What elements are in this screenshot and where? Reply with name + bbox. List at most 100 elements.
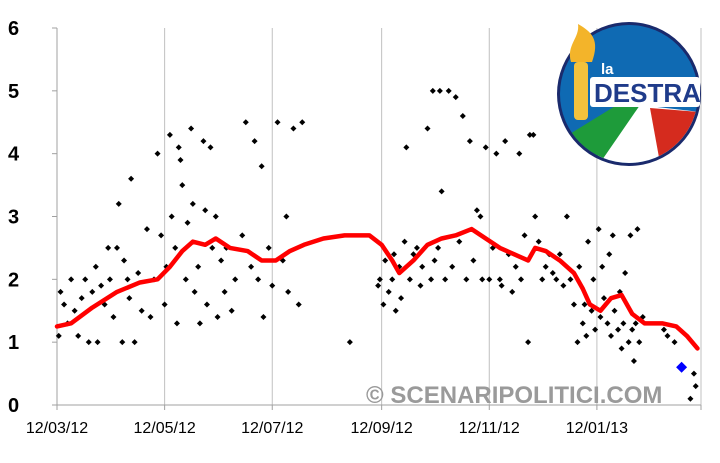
poll-point [542,263,549,270]
poll-point [94,339,101,346]
poll-point [260,314,267,321]
poll-point [71,307,78,314]
poll-point [567,276,574,283]
poll-point [574,339,581,346]
poll-point [664,332,671,339]
poll-point [228,307,235,314]
poll-point [581,301,588,308]
poll-point [413,244,420,251]
poll-point [401,238,408,245]
poll-point [435,244,442,251]
poll-point [188,125,195,132]
poll-point [209,244,216,251]
poll-point [121,257,128,264]
poll-point [191,288,198,295]
poll-point [346,339,353,346]
poll-point [207,144,214,151]
poll-point [158,232,165,239]
poll-point [126,295,133,302]
y-tick-label: 1 [8,332,19,354]
poll-point [283,213,290,220]
poll-point [452,94,459,101]
poll-point [154,150,161,157]
poll-point [459,112,466,119]
poll-point [115,200,122,207]
poll-point [251,138,258,145]
poll-point [599,263,606,270]
poll-point [590,276,597,283]
poll-point [549,270,556,277]
poll-point [535,238,542,245]
poll-point [177,156,184,163]
poll-point [671,339,678,346]
poll-point [410,251,417,258]
poll-point [68,276,75,283]
poll-point [265,244,272,251]
poll-point [579,320,586,327]
poll-point [82,276,89,283]
poll-point [131,339,138,346]
poll-point [690,370,697,377]
poll-point [196,320,203,327]
poll-point [431,257,438,264]
party-logo: la DESTRA [557,22,701,166]
poll-point [105,244,112,251]
poll-point [375,282,382,289]
poll-point [189,200,196,207]
poll-point [449,263,456,270]
poll-point [445,87,452,94]
poll-point [526,131,533,138]
poll-point [518,276,525,283]
poll-point [258,163,265,170]
poll-point [611,307,618,314]
poll-point [560,282,567,289]
poll-point [110,314,117,321]
poll-point [200,138,207,145]
logo-small-text: la [601,61,614,78]
logo-big-text: DESTRA [594,78,701,108]
poll-point [214,314,221,321]
poll-point [463,276,470,283]
y-tick-label: 4 [8,144,20,166]
poll-point [496,276,503,283]
poll-point [588,307,595,314]
poll-point [525,339,532,346]
poll-point [113,244,120,251]
poll-point [124,276,131,283]
trend-line [54,226,700,351]
poll-point [470,257,477,264]
poll-point [539,276,546,283]
poll-point [55,332,62,339]
poll-point [618,345,625,352]
poll-point [419,263,426,270]
poll-point [563,213,570,220]
poll-point [486,276,493,283]
poll-point [218,257,225,264]
result-marker [676,361,688,373]
poll-point [147,314,154,321]
y-tick-label: 6 [8,18,19,40]
x-tick-labels: 12/03/12 12/05/12 12/07/12 12/09/12 12/11/12… [26,420,628,437]
result-point [676,361,688,373]
poll-point [556,251,563,258]
poll-point [493,150,500,157]
poll-point [634,226,641,233]
poll-point [138,307,145,314]
poll-point [576,263,583,270]
y-tick-label: 2 [8,269,19,291]
poll-point [161,301,168,308]
x-tick-label: 12/11/12 [459,420,520,437]
poll-point [85,339,92,346]
poll-point [608,332,615,339]
poll-point [429,87,436,94]
poll-point [290,125,297,132]
poll-point [78,295,85,302]
poll-point [498,282,505,289]
poll-point [466,138,473,145]
poll-point [553,276,560,283]
poll-point [57,288,64,295]
poll-point [456,238,463,245]
poll-point [239,232,246,239]
poll-point [636,339,643,346]
